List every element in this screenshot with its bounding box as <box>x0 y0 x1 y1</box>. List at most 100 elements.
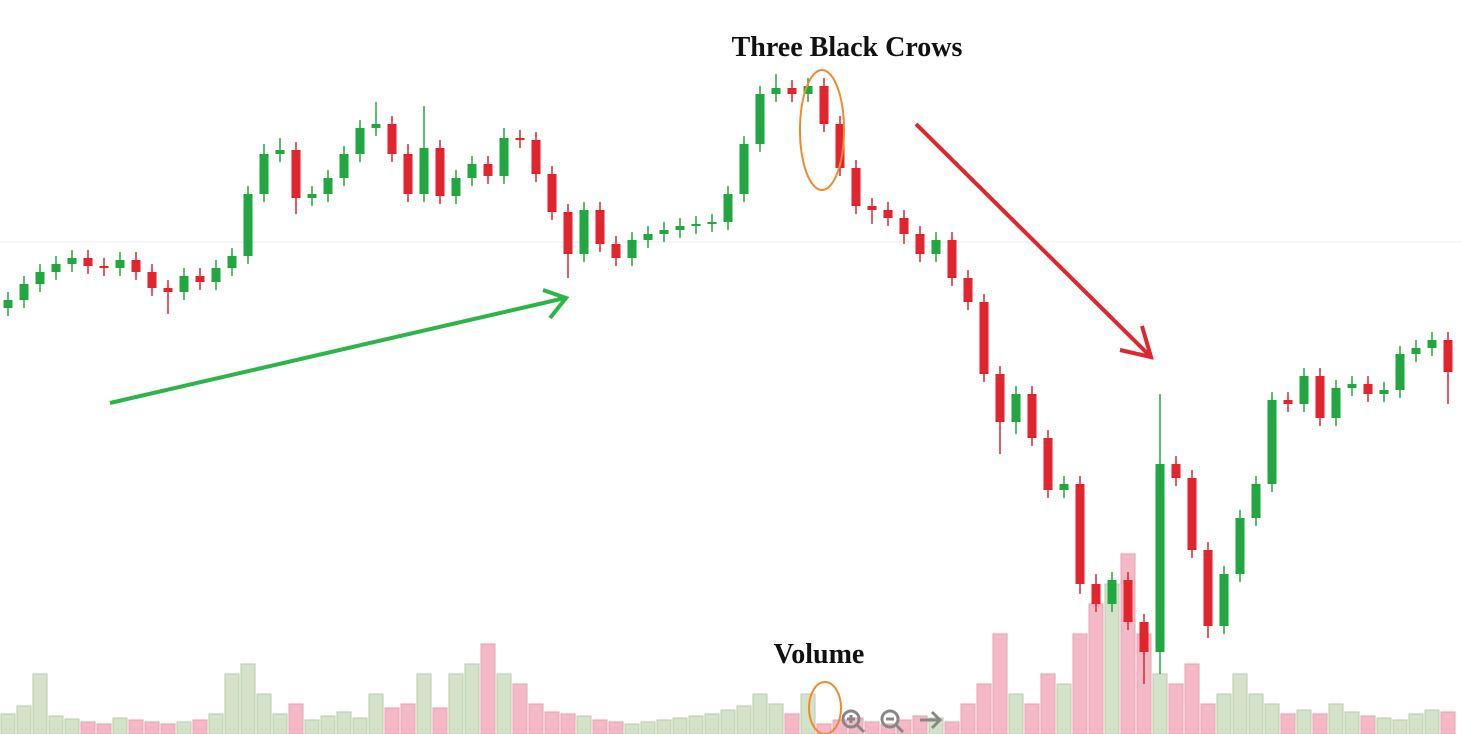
candle-body <box>1027 394 1037 438</box>
volume-bar <box>496 673 512 734</box>
volume-label: Volume <box>774 639 865 670</box>
candle-body <box>643 234 653 240</box>
candle-body <box>979 302 989 374</box>
downtrend-arrow <box>914 122 1154 360</box>
candle-body <box>851 168 861 206</box>
candle-body <box>355 128 365 154</box>
volume-bar <box>1232 673 1248 734</box>
volume-bar <box>464 663 480 734</box>
candle-body <box>467 164 477 178</box>
candle-body <box>819 86 829 124</box>
volume-bar <box>736 705 752 734</box>
candle-body <box>627 240 637 258</box>
volume-bar <box>304 719 320 734</box>
candle-body <box>531 140 541 174</box>
volume-bar <box>720 709 736 734</box>
candle-body <box>835 124 845 168</box>
candle-body <box>1043 438 1053 490</box>
volume-bar <box>1168 683 1184 734</box>
volume-bar <box>256 693 272 734</box>
candle-body <box>579 210 589 254</box>
volume-bar <box>112 717 128 734</box>
volume-bar <box>1040 673 1056 734</box>
volume-bar <box>176 721 192 734</box>
candle-body <box>1251 484 1261 518</box>
volume-bar <box>1024 703 1040 734</box>
volume-bar <box>432 707 448 734</box>
volume-bar <box>368 693 384 734</box>
candle-body <box>1139 622 1149 652</box>
candle-body <box>179 276 189 292</box>
volume-bar <box>816 723 832 734</box>
candle-body <box>1411 348 1421 354</box>
volume-bar <box>880 723 896 734</box>
volume-bar <box>80 721 96 734</box>
volume-bar <box>416 673 432 734</box>
candle-body <box>483 164 493 176</box>
candle-body <box>275 150 285 154</box>
candle-body <box>19 284 29 300</box>
volume-bar <box>352 717 368 734</box>
volume-bar <box>640 721 656 734</box>
uptrend-arrow <box>109 288 570 405</box>
candle-body <box>3 300 13 308</box>
candle-body <box>1299 376 1309 404</box>
volume-bar <box>48 715 64 734</box>
candle-body <box>147 272 157 288</box>
volume-bar <box>64 718 80 734</box>
candle-body <box>1155 464 1165 652</box>
volume-bar <box>1360 715 1376 734</box>
candle-body <box>499 138 509 176</box>
candle-body <box>563 212 573 254</box>
candle-body <box>931 240 941 254</box>
volume-highlight <box>808 681 842 734</box>
candle-layer <box>3 74 1453 684</box>
volume-bar <box>624 723 640 734</box>
volume-bar <box>800 693 816 734</box>
candle-body <box>211 268 221 282</box>
candle-body <box>1187 478 1197 550</box>
volume-bar <box>480 643 496 734</box>
candle-body <box>403 154 413 194</box>
candle-body <box>883 210 893 218</box>
candle-body <box>99 266 109 268</box>
candle-body <box>867 206 877 210</box>
candle-body <box>739 144 749 194</box>
candle-body <box>1203 550 1213 626</box>
candle-body <box>1427 340 1437 348</box>
candle-body <box>707 222 717 224</box>
candle-body <box>259 154 269 194</box>
volume-layer <box>0 553 1456 734</box>
candle-body <box>1395 354 1405 390</box>
candle-body <box>803 86 813 94</box>
volume-bar <box>224 673 240 734</box>
candle-body <box>1347 384 1357 388</box>
volume-bar <box>688 715 704 734</box>
volume-bar <box>960 703 976 734</box>
volume-bar <box>128 719 144 734</box>
pattern-title: Three Black Crows <box>732 32 963 63</box>
candle-body <box>195 276 205 282</box>
volume-bar <box>1280 713 1296 734</box>
candle-body <box>787 88 797 94</box>
volume-bar <box>336 711 352 734</box>
volume-bar <box>400 703 416 734</box>
volume-bar <box>144 721 160 734</box>
volume-bar <box>992 633 1008 734</box>
candle-body <box>691 224 701 226</box>
pattern-highlight <box>799 69 845 191</box>
volume-bar <box>656 719 672 734</box>
candle-body <box>67 258 77 264</box>
candle-body <box>1283 400 1293 404</box>
volume-bar <box>544 711 560 734</box>
candle-body <box>1235 518 1245 574</box>
candle-body <box>963 278 973 302</box>
zoom-controls[interactable] <box>841 709 943 734</box>
candle-body <box>51 264 61 272</box>
candle-body <box>1443 340 1453 372</box>
volume-bar <box>192 719 208 734</box>
volume-bar <box>560 713 576 734</box>
candle-body <box>243 194 253 256</box>
candle-body <box>547 174 557 212</box>
candle-body <box>771 88 781 94</box>
